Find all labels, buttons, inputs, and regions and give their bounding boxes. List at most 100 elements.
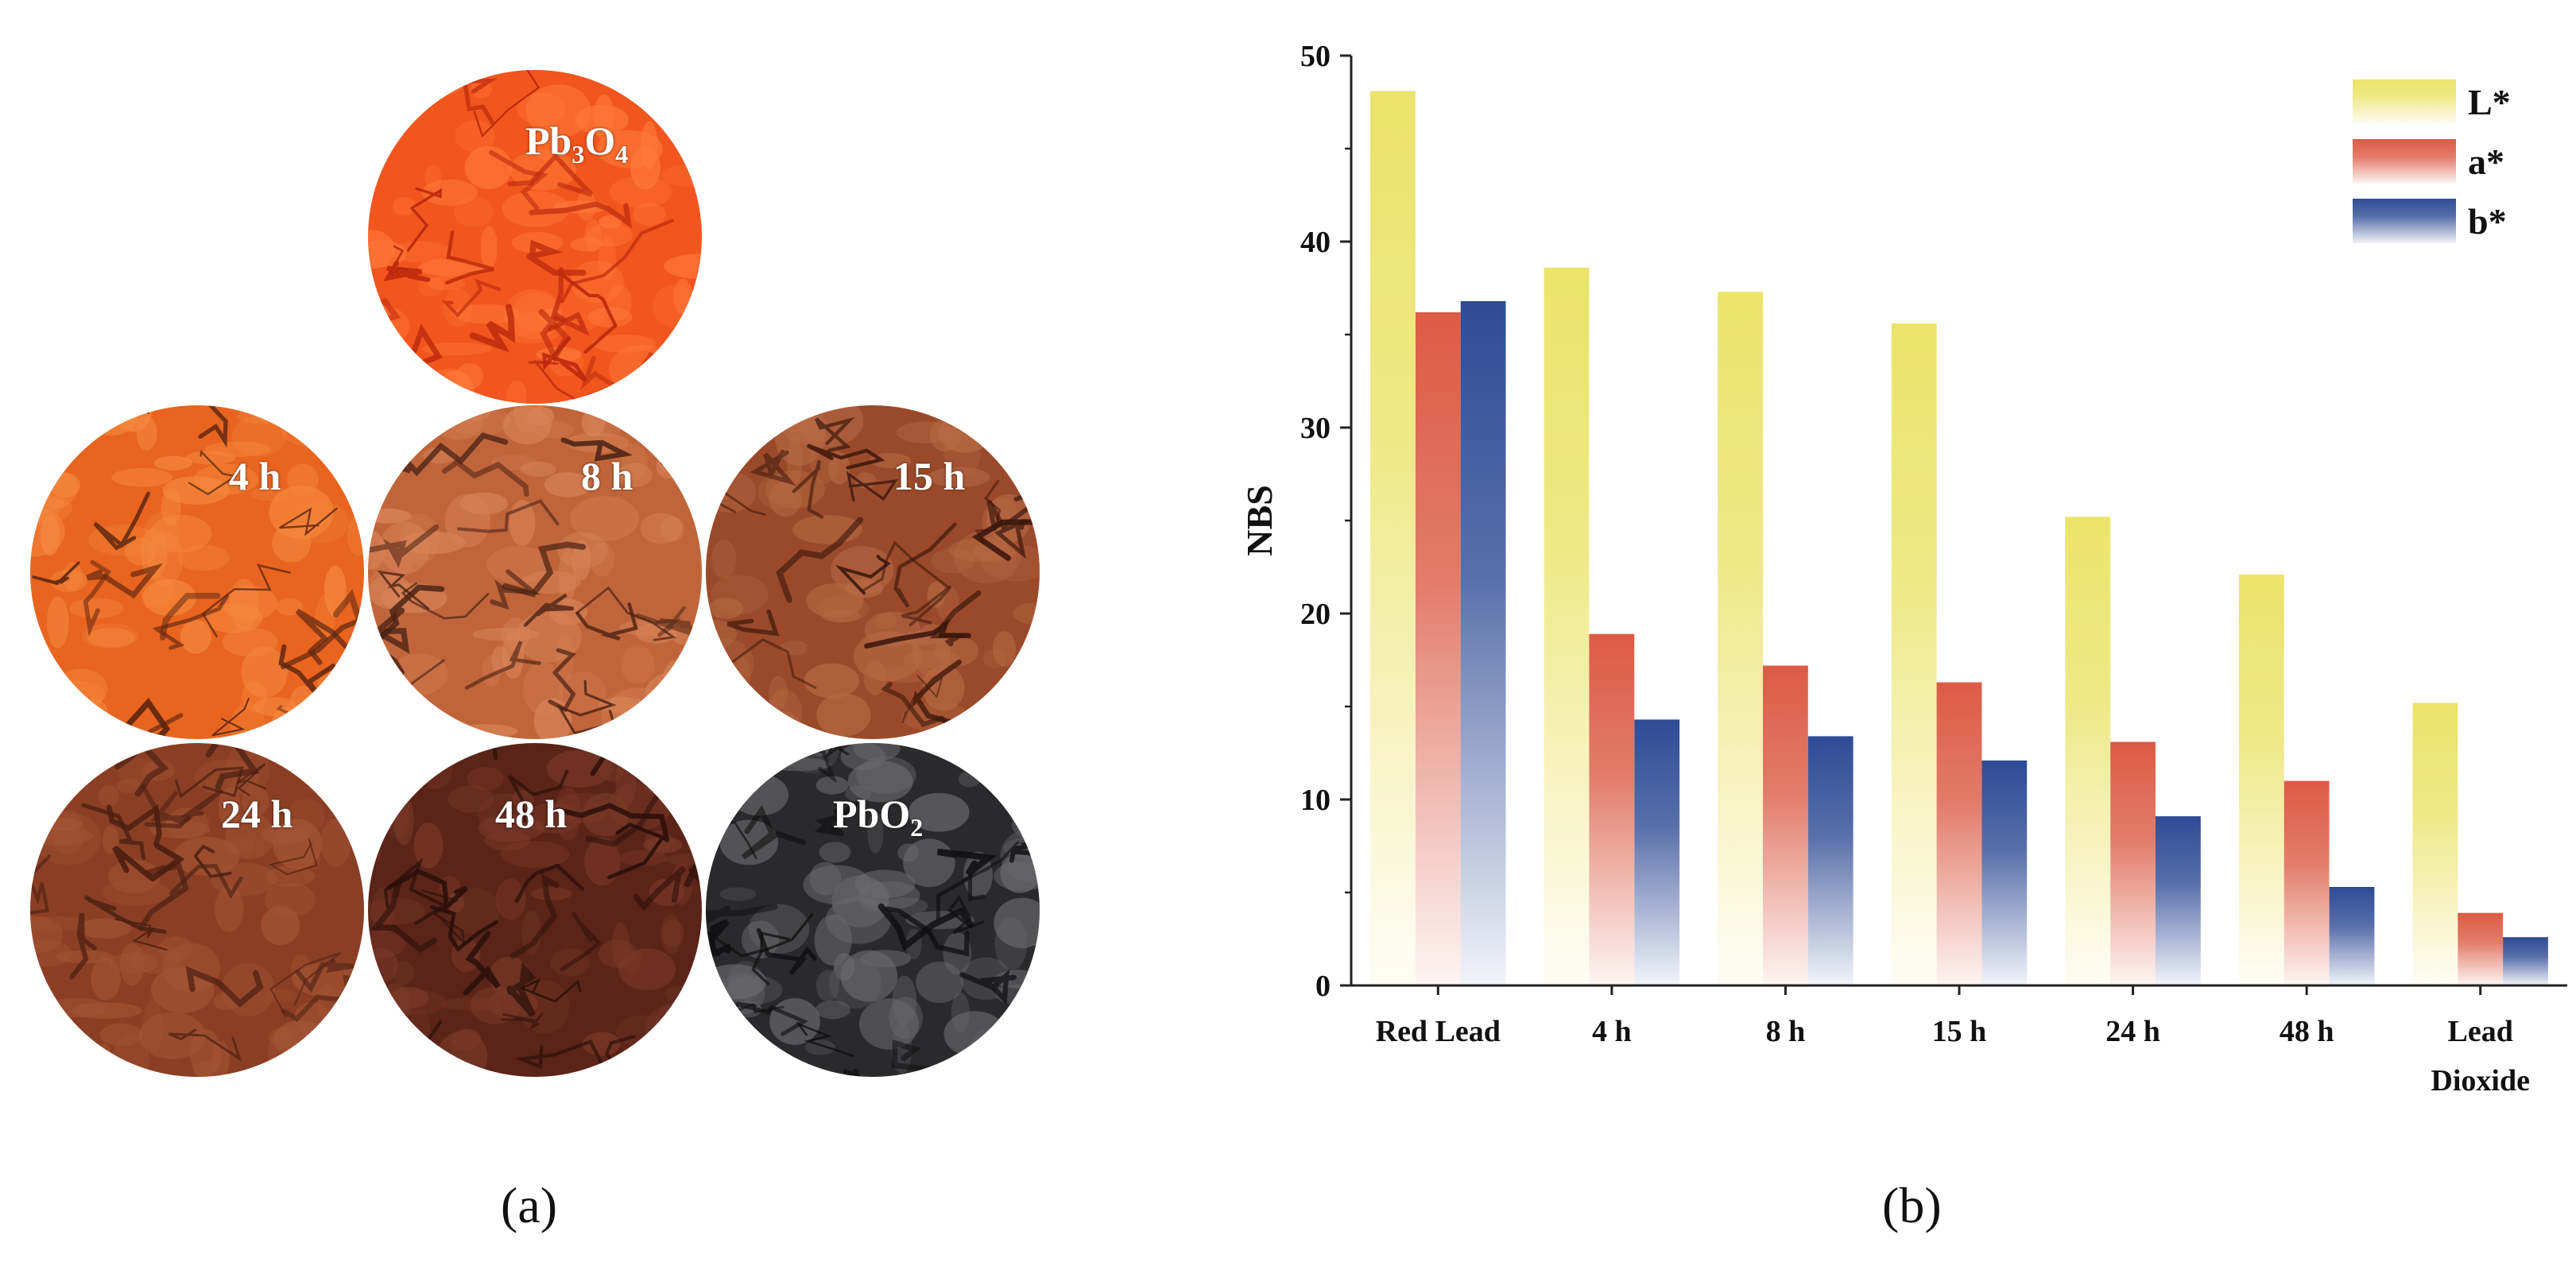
- texture-grain: [663, 254, 702, 279]
- bar-L-0: [1370, 91, 1416, 985]
- texture-grain: [661, 660, 689, 708]
- texture-crack: [846, 470, 898, 501]
- texture-grain: [30, 743, 88, 755]
- x-tick-label: 48 h: [2280, 1015, 2334, 1048]
- bar-a-5: [2284, 780, 2330, 985]
- texture-grain: [408, 1009, 431, 1053]
- texture-crack: [295, 958, 354, 993]
- texture-grain: [32, 407, 56, 439]
- texture-grain: [571, 540, 591, 581]
- texture-grain: [664, 852, 702, 866]
- texture-crack: [168, 1028, 242, 1062]
- sample-label: 24 h: [221, 792, 293, 836]
- texture-grain: [381, 989, 447, 1016]
- texture-grain: [666, 95, 702, 141]
- texture-crack: [560, 437, 633, 462]
- texture-grain: [411, 70, 470, 96]
- texture-grain: [99, 784, 119, 807]
- texture-grain: [971, 405, 1007, 443]
- bar-b-5: [2329, 887, 2375, 985]
- texture-grain: [981, 544, 1040, 582]
- texture-grain: [730, 773, 789, 816]
- sample-label: 8 h: [581, 454, 633, 498]
- texture-crack: [281, 974, 364, 1023]
- texture-grain: [380, 983, 411, 1022]
- texture-crack: [193, 844, 232, 878]
- texture-grain: [193, 463, 258, 495]
- texture-grain: [570, 237, 602, 252]
- texture-crack: [776, 517, 864, 603]
- texture-grain: [140, 575, 174, 607]
- texture-crack: [893, 522, 957, 608]
- texture-grain: [37, 817, 83, 831]
- texture-grain: [453, 405, 492, 422]
- panel-b-caption: (b): [1882, 1177, 1942, 1233]
- texture-grain: [369, 79, 387, 124]
- texture-grain: [46, 596, 69, 648]
- texture-crack: [635, 613, 696, 637]
- texture-grain: [706, 619, 737, 649]
- texture-crack: [706, 471, 730, 506]
- legend-label-b: b*: [2468, 201, 2507, 242]
- texture-grain: [665, 1008, 702, 1051]
- texture-grain: [30, 759, 87, 799]
- texture-grain: [584, 838, 621, 886]
- texture-grain: [427, 368, 471, 400]
- texture-crack: [585, 753, 697, 847]
- texture-grain: [392, 960, 414, 985]
- y-tick-label: 50: [1300, 40, 1331, 73]
- texture-crack: [555, 803, 670, 842]
- texture-grain: [185, 451, 236, 465]
- texture-crack: [936, 848, 997, 877]
- texture-crack: [83, 559, 112, 637]
- texture-crack: [528, 360, 585, 404]
- texture-grain: [62, 562, 83, 591]
- texture-grain: [368, 679, 399, 707]
- texture-grain: [815, 1000, 850, 1020]
- texture-grain: [436, 370, 475, 404]
- texture-crack: [633, 865, 687, 911]
- texture-grain: [484, 830, 531, 851]
- texture-grain: [847, 761, 913, 803]
- texture-crack: [469, 304, 516, 353]
- texture-crack: [30, 716, 70, 739]
- texture-grain: [816, 693, 871, 737]
- texture-grain: [828, 452, 850, 485]
- texture-grain: [943, 1011, 1007, 1057]
- texture-grain: [544, 472, 591, 497]
- texture-grain: [231, 416, 287, 457]
- bar-L-6: [2412, 703, 2458, 985]
- texture-grain: [783, 743, 840, 774]
- texture-crack: [541, 336, 587, 382]
- texture-crack: [529, 201, 632, 229]
- texture-grain: [368, 304, 410, 347]
- texture-grain: [418, 743, 454, 789]
- texture-grain: [125, 537, 157, 566]
- x-tick-label: 15 h: [1932, 1015, 1987, 1048]
- texture-grain: [444, 494, 491, 548]
- sample-texture: [368, 405, 702, 739]
- texture-grain: [30, 827, 94, 846]
- texture-crack: [562, 274, 618, 354]
- texture-crack: [526, 239, 587, 276]
- texture-grain: [768, 676, 788, 710]
- texture-grain: [347, 514, 364, 556]
- texture-grain: [706, 471, 757, 513]
- texture-grain: [112, 1033, 149, 1077]
- texture-grain: [379, 521, 431, 575]
- texture-grain: [110, 467, 173, 487]
- texture-grain: [863, 660, 887, 695]
- texture-crack: [368, 524, 440, 568]
- texture-grain: [660, 516, 685, 542]
- texture-crack: [373, 323, 443, 375]
- texture-grain: [320, 818, 351, 867]
- texture-crack: [548, 648, 576, 713]
- texture-grain: [433, 405, 483, 440]
- texture-crack: [706, 821, 757, 859]
- texture-grain: [215, 886, 244, 932]
- bar-a-1: [1589, 633, 1635, 985]
- texture-grain: [334, 792, 364, 821]
- texture-crack: [684, 859, 702, 888]
- bar-L-1: [1544, 267, 1590, 985]
- texture-grain: [464, 145, 513, 190]
